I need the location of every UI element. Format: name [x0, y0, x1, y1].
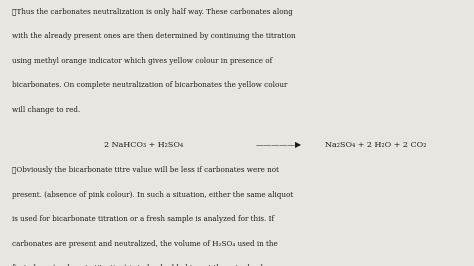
Text: using methyl orange indicator which gives yellow colour in presence of: using methyl orange indicator which give… — [12, 57, 272, 65]
Text: with the already present ones are then determined by continuing the titration: with the already present ones are then d… — [12, 32, 295, 40]
Text: ➤Obviously the bicarbonate titre value will be less if carbonates were not: ➤Obviously the bicarbonate titre value w… — [12, 166, 279, 174]
Text: present. (absence of pink colour). In such a situation, either the same aliquot: present. (absence of pink colour). In su… — [12, 191, 293, 199]
Text: ➤Thus the carbonates neutralization is only half way. These carbonates along: ➤Thus the carbonates neutralization is o… — [12, 8, 293, 16]
Text: bicarbonates. On complete neutralization of bicarbonates the yellow colour: bicarbonates. On complete neutralization… — [12, 81, 287, 89]
Text: is used for bicarbonate titration or a fresh sample is analyzed for this. If: is used for bicarbonate titration or a f… — [12, 215, 274, 223]
Text: —————▶: —————▶ — [256, 141, 302, 149]
Text: first phase (carbonate titration) is to be doubled to get the actual volume: first phase (carbonate titration) is to … — [12, 264, 279, 266]
Text: carbonates are present and neutralized, the volume of H₂SO₄ used in the: carbonates are present and neutralized, … — [12, 240, 278, 248]
Text: 2 NaHCO₃ + H₂SO₄: 2 NaHCO₃ + H₂SO₄ — [104, 141, 183, 149]
Text: Na₂SO₄ + 2 H₂O + 2 CO₂: Na₂SO₄ + 2 H₂O + 2 CO₂ — [325, 141, 426, 149]
Text: will change to red.: will change to red. — [12, 106, 80, 114]
